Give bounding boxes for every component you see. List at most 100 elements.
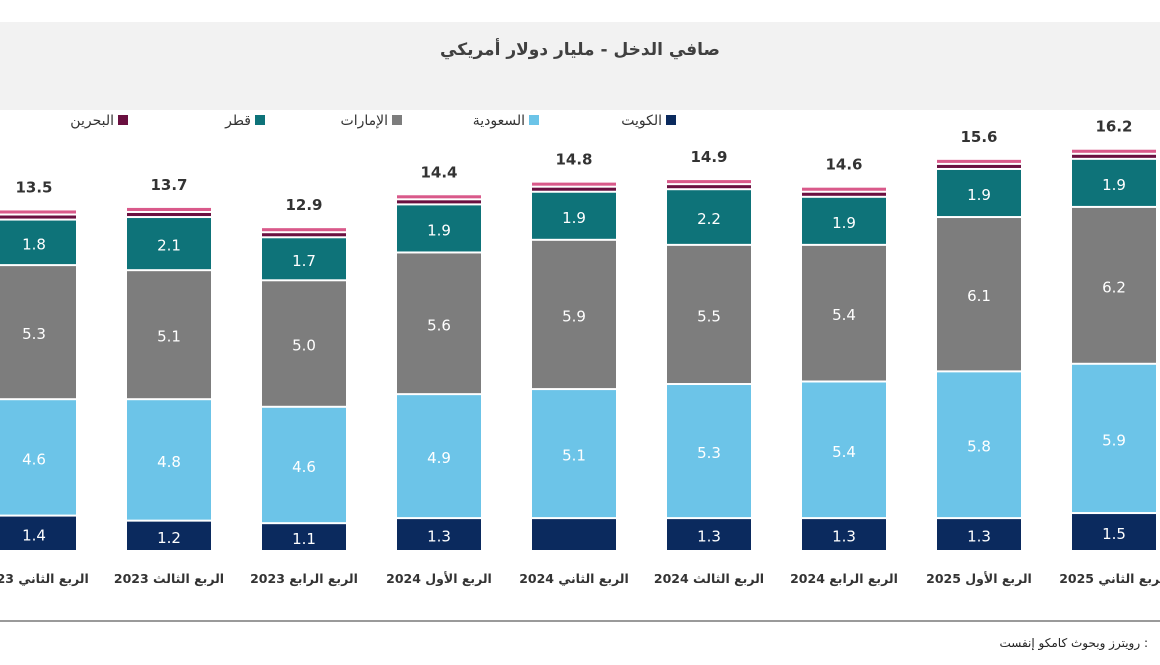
total-label-4: 14.8 — [555, 151, 592, 169]
category-label-7: الربع الأول 2025 — [926, 571, 1032, 586]
data-label-1-5: 5.3 — [697, 444, 721, 462]
legend-label-3: قطر — [224, 113, 251, 129]
bar-segment-2-4 — [532, 240, 616, 389]
bar-segment-4-5 — [667, 185, 751, 189]
data-label-3-3: 1.9 — [427, 221, 451, 239]
bar-segment-3-2 — [262, 238, 346, 280]
bottom-rule — [0, 620, 1160, 622]
bar-segment-2-7 — [937, 218, 1021, 371]
bar-segment-0-2 — [262, 524, 346, 550]
bar-segment-3-5 — [667, 190, 751, 244]
category-label-3: الربع الأول 2024 — [386, 571, 492, 586]
bar-segment-4-1 — [127, 212, 211, 217]
data-label-1-3: 4.9 — [427, 449, 451, 467]
bar-segment-0-5 — [667, 519, 751, 550]
data-label-2-7: 6.1 — [967, 287, 991, 305]
data-label-0-8: 1.5 — [1102, 525, 1126, 543]
bar-segment-3-6 — [802, 197, 886, 244]
bar-segment-3-3 — [397, 205, 481, 252]
bar-segment-0-0 — [0, 516, 76, 550]
data-label-2-2: 5.0 — [292, 337, 316, 355]
bar-segment-0-7 — [937, 519, 1021, 550]
data-label-3-4: 1.9 — [562, 209, 586, 227]
bar-segment-3-4 — [532, 192, 616, 239]
data-label-0-6: 1.3 — [832, 528, 856, 546]
data-label-3-2: 1.7 — [292, 252, 316, 270]
chart-title: صافي الدخل - مليار دولار أمريكي — [440, 40, 720, 60]
bar-segment-3-7 — [937, 169, 1021, 217]
bar-segment-5-6 — [802, 187, 886, 191]
source-note: : رويترز وبحوث كامكو إنفست — [999, 636, 1149, 650]
data-label-0-1: 1.2 — [157, 529, 181, 547]
category-label-0: الربع الثاني 2023 — [0, 571, 89, 586]
title-band — [0, 22, 1160, 110]
data-label-0-7: 1.3 — [967, 528, 991, 546]
bar-segment-2-1 — [127, 271, 211, 399]
legend-swatch-1 — [529, 115, 539, 125]
data-label-1-7: 5.8 — [967, 438, 991, 456]
data-label-1-8: 5.9 — [1102, 431, 1126, 449]
bar-segment-5-2 — [262, 228, 346, 232]
category-label-8: الربع الثاني 2025 — [1059, 571, 1160, 586]
legend-label-2: الإمارات — [341, 113, 388, 129]
bar-segment-2-6 — [802, 245, 886, 381]
total-label-6: 14.6 — [825, 156, 862, 174]
data-label-3-1: 2.1 — [157, 237, 181, 255]
data-label-1-1: 4.8 — [157, 453, 181, 471]
total-label-0: 13.5 — [15, 178, 52, 196]
bar-segment-2-0 — [0, 266, 76, 399]
bar-segment-4-0 — [0, 215, 76, 219]
data-label-2-8: 6.2 — [1102, 278, 1126, 296]
stacked-bar-chart: الكويتالسعوديةالإماراتقطرالبحرينعمان1.44… — [0, 113, 1160, 586]
total-label-2: 12.9 — [285, 196, 322, 214]
category-label-5: الربع الثالث 2024 — [654, 571, 764, 586]
bar-segment-0-1 — [127, 521, 211, 550]
bar-segment-5-8 — [1072, 149, 1156, 153]
bar-segment-3-1 — [127, 218, 211, 270]
bar-segment-2-3 — [397, 253, 481, 394]
total-label-5: 14.9 — [690, 148, 727, 166]
data-label-2-1: 5.1 — [157, 328, 181, 346]
data-label-1-0: 4.6 — [22, 450, 46, 468]
bar-segment-0-4 — [532, 519, 616, 550]
bar-segment-5-1 — [127, 207, 211, 211]
data-label-2-3: 5.6 — [427, 316, 451, 334]
bar-segment-1-4 — [532, 390, 616, 518]
data-label-1-2: 4.6 — [292, 458, 316, 476]
data-label-2-6: 5.4 — [832, 306, 856, 324]
bar-segment-1-0 — [0, 400, 76, 515]
legend-label-0: الكويت — [621, 113, 662, 129]
data-label-0-5: 1.3 — [697, 528, 721, 546]
bar-segment-5-0 — [0, 210, 76, 214]
legend-swatch-3 — [255, 115, 265, 125]
bar-segment-0-6 — [802, 519, 886, 550]
data-label-3-6: 1.9 — [832, 214, 856, 232]
data-label-0-3: 1.3 — [427, 528, 451, 546]
total-label-3: 14.4 — [420, 163, 457, 181]
data-label-1-6: 5.4 — [832, 443, 856, 461]
total-label-1: 13.7 — [150, 176, 187, 194]
data-label-2-4: 5.9 — [562, 307, 586, 325]
bar-segment-4-4 — [532, 187, 616, 191]
bar-segment-1-6 — [802, 382, 886, 518]
data-label-3-8: 1.9 — [1102, 176, 1126, 194]
bar-segment-1-8 — [1072, 364, 1156, 513]
bar-segment-0-3 — [397, 519, 481, 550]
bar-segment-5-3 — [397, 195, 481, 199]
total-label-8: 16.2 — [1095, 118, 1132, 136]
bar-segment-2-5 — [667, 245, 751, 384]
data-label-3-0: 1.8 — [22, 235, 46, 253]
bar-segment-5-5 — [667, 180, 751, 184]
category-label-6: الربع الرابع 2024 — [790, 571, 898, 586]
legend-swatch-2 — [392, 115, 402, 125]
data-label-3-5: 2.2 — [697, 210, 721, 228]
bar-segment-4-8 — [1072, 154, 1156, 158]
data-label-2-0: 5.3 — [22, 325, 46, 343]
bar-segment-3-8 — [1072, 159, 1156, 206]
bar-segment-4-3 — [397, 200, 481, 204]
data-label-0-0: 1.4 — [22, 526, 46, 544]
bar-segment-1-5 — [667, 385, 751, 518]
data-label-2-5: 5.5 — [697, 307, 721, 325]
bar-segment-1-3 — [397, 395, 481, 518]
bar-segment-2-2 — [262, 281, 346, 406]
